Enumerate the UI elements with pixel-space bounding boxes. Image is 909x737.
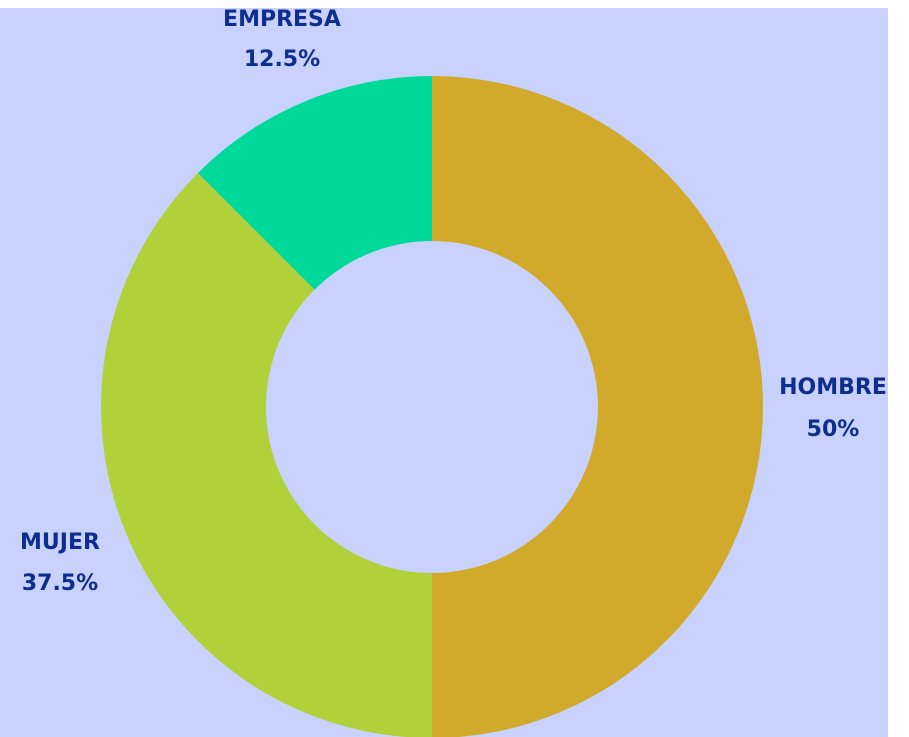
slice-category-label: EMPRESA bbox=[223, 7, 341, 32]
slice-value-label: 37.5% bbox=[22, 571, 98, 596]
donut-slice bbox=[432, 76, 763, 737]
slice-value-label: 50% bbox=[807, 417, 860, 442]
donut-slice bbox=[101, 172, 432, 737]
slice-value-label: 12.5% bbox=[244, 47, 320, 72]
slice-category-label: MUJER bbox=[20, 530, 100, 555]
slice-category-label: HOMBRE bbox=[779, 375, 887, 400]
donut-slice bbox=[197, 76, 432, 290]
